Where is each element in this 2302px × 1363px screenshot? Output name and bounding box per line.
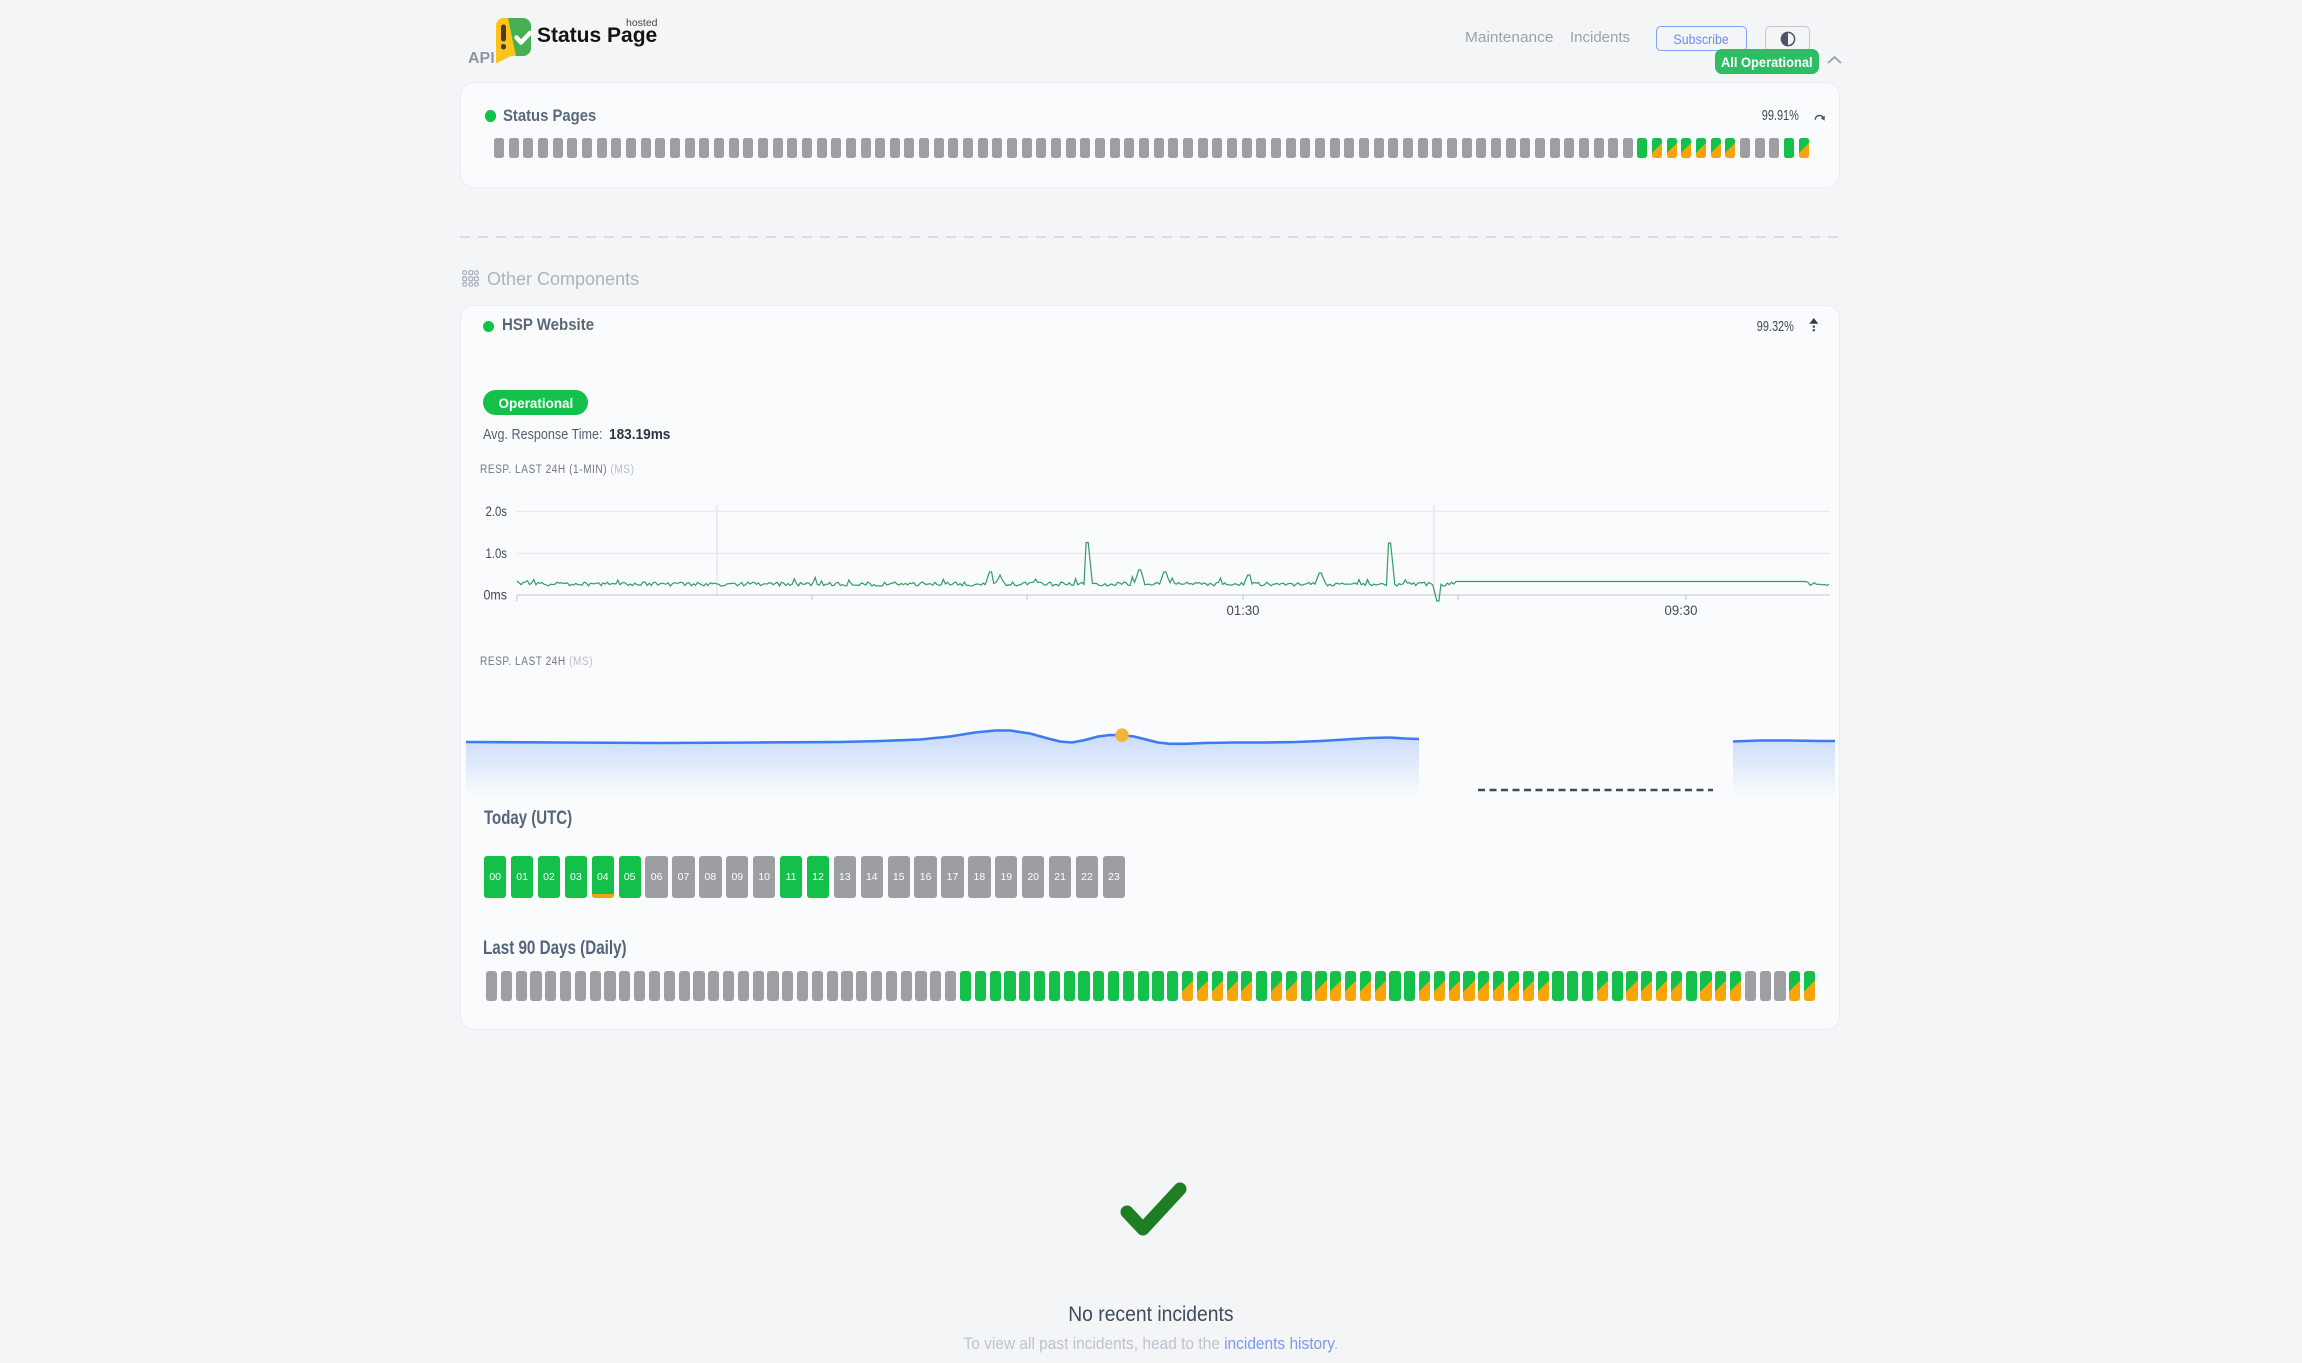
svg-text:01:30: 01:30 — [1227, 603, 1260, 618]
svg-text:1.0s: 1.0s — [486, 546, 508, 561]
svg-text:2.0s: 2.0s — [486, 504, 508, 519]
svg-text:09:30: 09:30 — [1665, 603, 1698, 618]
svg-text:0ms: 0ms — [484, 588, 508, 603]
